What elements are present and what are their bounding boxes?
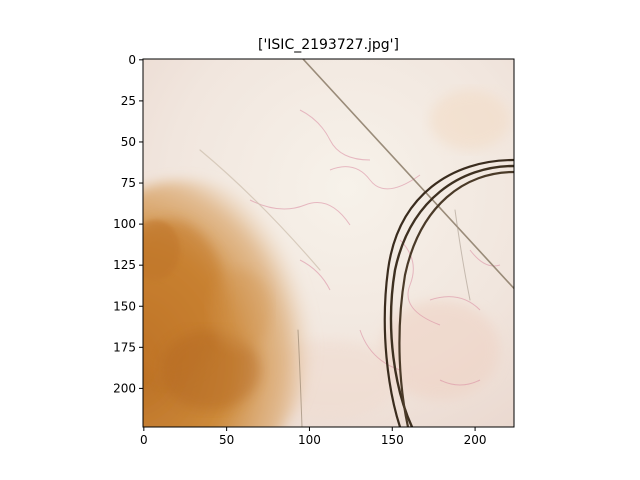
y-tick-label: 50: [121, 135, 136, 149]
y-tick-label: 75: [121, 176, 136, 190]
y-axis-ticks: 0 25 50 75 100 125 150 175 200: [113, 53, 143, 395]
y-tick-label: 25: [121, 94, 136, 108]
dermoscopy-image: [143, 59, 514, 427]
x-tick-label: 100: [298, 433, 321, 447]
hair-strands: [199, 59, 514, 427]
y-tick-label: 125: [113, 258, 136, 272]
axes-frame: [142, 58, 515, 428]
pigmented-lesion: [143, 180, 315, 427]
vessel-network: [249, 109, 501, 386]
x-tick-label: 200: [464, 433, 487, 447]
y-tick-label: 200: [113, 381, 136, 395]
x-tick-label: 0: [140, 433, 148, 447]
y-tick-label: 175: [113, 340, 136, 354]
x-axis-ticks: 0 50 100 150 200: [140, 427, 487, 447]
x-tick-label: 50: [219, 433, 234, 447]
y-tick-label: 100: [113, 217, 136, 231]
y-tick-label: 150: [113, 299, 136, 313]
figure-title: ['ISIC_2193727.jpg']: [258, 37, 399, 53]
x-tick-label: 150: [381, 433, 404, 447]
y-tick-label: 0: [128, 53, 136, 67]
